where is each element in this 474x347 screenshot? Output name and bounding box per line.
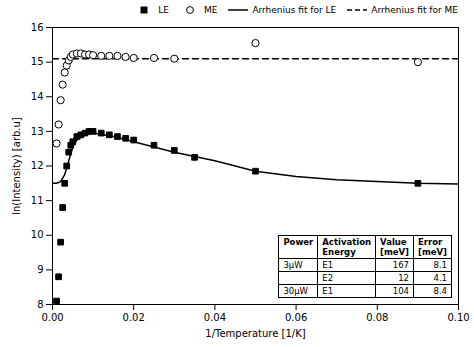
svg-text:1/Temperature [1/K]: 1/Temperature [1/K]	[205, 328, 305, 339]
svg-text:0.10: 0.10	[447, 312, 469, 323]
html-text:E1: E1	[322, 286, 334, 296]
svg-text:9: 9	[37, 264, 43, 275]
html-text:4.1: 4.1	[433, 273, 447, 283]
html-text:Arrhenius fit for LE: Arrhenius fit for LE	[252, 5, 337, 15]
html-text:Error [meV]: Error [meV]	[418, 237, 447, 257]
svg-text:0.02: 0.02	[123, 312, 145, 323]
html-text:104: 104	[392, 286, 409, 296]
html-text:Value [meV]: Value [meV]	[380, 237, 409, 257]
svg-text:8: 8	[37, 299, 43, 310]
svg-text:0.06: 0.06	[285, 312, 307, 323]
svg-text:14: 14	[31, 91, 44, 102]
svg-text:15: 15	[31, 56, 44, 67]
html-text:LE: LE	[158, 5, 169, 15]
html-text:8.4: 8.4	[433, 286, 447, 296]
html-text:Arrhenius fit for ME: Arrhenius fit for ME	[371, 5, 458, 15]
svg-text:0.08: 0.08	[366, 312, 388, 323]
svg-text:ln(Intensity) [arb.u]: ln(Intensity) [arb.u]	[11, 117, 22, 215]
svg-text:0.00: 0.00	[41, 312, 63, 323]
html-text:12: 12	[398, 273, 409, 283]
html-text:Activation Energy: Activation Energy	[322, 237, 371, 257]
html-text:Power: Power	[283, 237, 314, 247]
html-text:E2: E2	[322, 273, 334, 283]
html-text:E1: E1	[322, 260, 334, 270]
svg-text:10: 10	[31, 229, 44, 240]
html-text:30μW: 30μW	[283, 286, 308, 296]
svg-text:11: 11	[31, 195, 44, 206]
html-text:3μW: 3μW	[283, 260, 303, 270]
svg-text:16: 16	[31, 22, 44, 33]
html-text:ME: ME	[203, 5, 218, 15]
svg-text:12: 12	[31, 160, 44, 171]
html-text:167: 167	[392, 260, 409, 270]
html-text:8.1: 8.1	[433, 260, 447, 270]
svg-text:0.04: 0.04	[204, 312, 226, 323]
svg-text:13: 13	[31, 126, 44, 137]
